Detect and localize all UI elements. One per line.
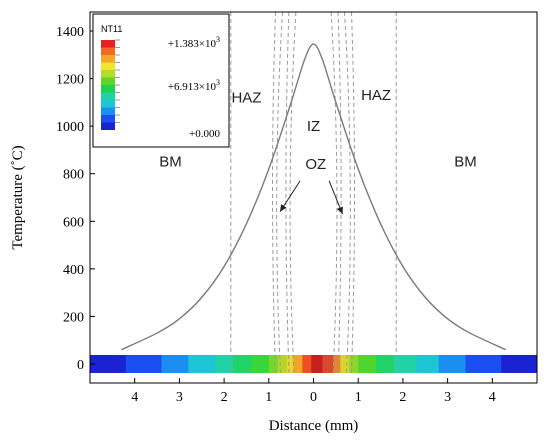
color-strip-segment <box>125 354 162 373</box>
legend-label-value: +6.913×10 <box>168 81 217 93</box>
legend-color-cell <box>101 70 115 78</box>
oz-arrow-head <box>336 206 343 215</box>
zone-boundary-line <box>289 11 297 373</box>
color-strip-segment <box>322 354 335 373</box>
color-strip-segment <box>333 354 341 373</box>
legend-label-exponent: 3 <box>216 78 220 87</box>
temperature-series-line <box>120 43 507 351</box>
legend-color-cell <box>101 100 115 108</box>
color-strip-segment <box>250 354 270 373</box>
x-tick-label: 3 <box>444 390 451 405</box>
zone-boundary-line <box>330 11 338 373</box>
y-tick-label: 0 <box>77 358 84 373</box>
y-tick-label: 1200 <box>56 73 84 88</box>
legend-color-cell <box>101 115 115 123</box>
x-tick-label: 0 <box>310 390 317 405</box>
legend-color-cell <box>101 55 115 63</box>
color-strip-segment <box>90 354 127 373</box>
color-strip-segment <box>293 354 303 373</box>
legend-label-exponent: 3 <box>216 35 220 44</box>
legend-label: +1.383×103 <box>168 35 220 50</box>
color-strip-segment <box>161 354 189 373</box>
legend-color-cell <box>101 47 115 55</box>
color-strip <box>90 354 538 373</box>
legend-color-cell <box>101 40 115 48</box>
legend-color-cell <box>101 107 115 115</box>
x-tick-label: 1 <box>265 390 272 405</box>
y-tick-label: 400 <box>63 263 84 278</box>
region-label: OZ <box>305 156 326 173</box>
legend-color-cell <box>101 85 115 93</box>
oz-arrow-head <box>279 204 287 212</box>
y-tick-label: 200 <box>63 310 84 325</box>
region-label: HAZ <box>231 89 261 106</box>
zone-boundary-line <box>343 11 351 373</box>
x-tick-label: 4 <box>131 390 138 405</box>
color-strip-segment <box>188 354 216 373</box>
x-tick-label: 2 <box>399 390 406 405</box>
y-tick-label: 600 <box>63 215 84 230</box>
color-strip-segment <box>268 354 279 373</box>
zone-boundary-line <box>337 11 342 373</box>
legend-label-value: +1.383×10 <box>168 38 217 50</box>
x-tick-label: 2 <box>221 390 228 405</box>
color-strip-segment <box>233 354 252 373</box>
legend-color-cell <box>101 122 115 130</box>
y-tick-label: 1000 <box>56 120 84 135</box>
legend-title: NT11 <box>101 24 122 34</box>
legend-box <box>92 13 230 148</box>
color-strip-segment <box>416 354 440 373</box>
color-strip-segment <box>501 354 538 373</box>
color-strip-segment <box>358 354 377 373</box>
region-label: IZ <box>307 118 320 135</box>
region-label: HAZ <box>361 87 391 104</box>
y-tick-label: 1400 <box>56 25 84 40</box>
y-tick-label: 800 <box>63 168 84 183</box>
legend: NT11+1.383×103+6.913×103+0.000 <box>92 13 230 148</box>
legend-label: +6.913×103 <box>168 78 220 93</box>
region-label: BM <box>454 154 477 171</box>
color-strip-segment <box>465 354 502 373</box>
temperature-curve <box>120 43 507 351</box>
legend-label-value: +0.000 <box>189 128 220 140</box>
x-tick-label: 1 <box>355 390 362 405</box>
zone-boundary-line <box>285 11 290 373</box>
region-label: BM <box>159 154 182 171</box>
zone-boundaries <box>230 11 397 373</box>
region-labels: BM HAZ IZ HAZ OZ BM <box>159 87 477 173</box>
axis-ticks: 4 3 2 1 0 1 2 3 4 0 200 400 600 800 1000 1200 1400 <box>56 25 496 405</box>
zone-boundary-line <box>276 11 284 373</box>
legend-color-cell <box>101 92 115 100</box>
zone-boundary-line <box>272 11 277 373</box>
x-tick-label: 3 <box>176 390 183 405</box>
legend-label: +0.000 <box>189 128 220 140</box>
color-strip-segment <box>311 354 323 373</box>
legend-color-cell <box>101 77 115 85</box>
color-strip-segment <box>340 354 350 373</box>
color-strip-segment <box>438 354 466 373</box>
legend-color-cell <box>101 62 115 70</box>
color-strip-segment <box>215 354 234 373</box>
x-tick-label: 4 <box>489 390 496 405</box>
y-axis-label: Temperature (˚C) <box>10 145 26 249</box>
oz-arrows <box>279 180 344 215</box>
zone-boundary-line <box>350 11 355 373</box>
color-strip-segment <box>302 354 312 373</box>
color-strip-segment <box>349 354 359 373</box>
x-axis-label: Distance (mm) <box>269 418 359 434</box>
color-strip-segment <box>277 354 288 373</box>
color-strip-segment <box>376 354 395 373</box>
color-strip-segment <box>286 354 294 373</box>
color-strip-segment <box>393 354 417 373</box>
